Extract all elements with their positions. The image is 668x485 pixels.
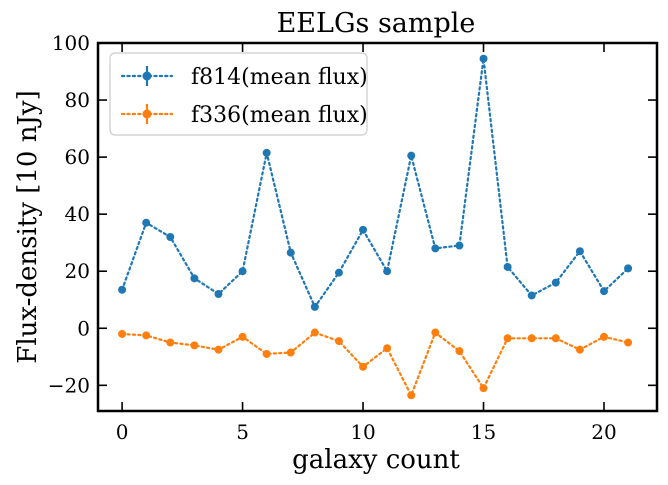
y-tick-label: −20 [48, 373, 90, 397]
x-tick-label: 20 [591, 420, 616, 444]
data-point [118, 329, 127, 338]
y-tick-label: 60 [65, 145, 90, 169]
data-point [383, 267, 392, 276]
data-point [166, 232, 175, 241]
data-point [503, 334, 512, 343]
data-point [262, 349, 271, 358]
data-point [238, 267, 247, 276]
y-tick-label: 20 [65, 259, 90, 283]
y-tick-label: 80 [65, 88, 90, 112]
y-tick-label: 100 [52, 31, 90, 55]
data-point [527, 291, 536, 300]
plot-area [118, 54, 633, 400]
data-point [190, 274, 199, 283]
data-point [431, 328, 440, 337]
plot-frame [96, 41, 659, 413]
chart-title: EELGs sample [277, 8, 476, 39]
data-point [334, 337, 343, 346]
data-point [310, 302, 319, 311]
data-point [142, 331, 151, 340]
data-point [286, 248, 295, 257]
data-point [118, 285, 127, 294]
data-point [166, 338, 175, 347]
x-tick-label: 10 [350, 420, 375, 444]
data-point [310, 328, 319, 337]
data-point [431, 244, 440, 253]
x-tick-label: 15 [471, 420, 496, 444]
legend-swatch-marker [142, 71, 152, 81]
data-point [551, 278, 560, 287]
legend-item: f336(mean flux) [120, 103, 368, 128]
data-point [359, 225, 368, 234]
x-axis: 0 5 10 15 20 [116, 43, 617, 444]
data-point [142, 218, 151, 227]
data-point [214, 345, 223, 354]
data-point [575, 345, 584, 354]
data-point [599, 287, 608, 296]
x-tick-label: 0 [116, 420, 129, 444]
legend-item: f814(mean flux) [120, 65, 368, 90]
data-point [527, 334, 536, 343]
data-point [334, 268, 343, 277]
x-axis-title: galaxy count [292, 445, 460, 475]
y-tick-label: 0 [77, 316, 90, 340]
y-axis: −20 0 20 40 60 80 100 [48, 31, 657, 397]
data-point [262, 148, 271, 157]
data-point [407, 151, 416, 160]
data-point [575, 247, 584, 256]
data-point [551, 334, 560, 343]
legend-label: f336(mean flux) [191, 103, 368, 128]
data-point [624, 264, 633, 273]
data-point [383, 344, 392, 353]
data-point [359, 362, 368, 371]
legend: f814(mean flux) f336(mean flux) [109, 52, 368, 136]
data-point [238, 332, 247, 341]
data-point [599, 332, 608, 341]
y-tick-label: 40 [65, 202, 90, 226]
legend-box [109, 52, 368, 136]
series-layer [118, 54, 633, 400]
data-point [479, 384, 488, 393]
series-line-1 [120, 330, 630, 398]
data-point [407, 391, 416, 400]
data-point [624, 338, 633, 347]
data-point [214, 290, 223, 299]
data-point [503, 262, 512, 271]
x-tick-label: 5 [236, 420, 249, 444]
legend-label: f814(mean flux) [191, 65, 368, 90]
series-line-0 [120, 58, 630, 310]
data-point [455, 241, 464, 250]
data-point [190, 341, 199, 350]
data-point [455, 347, 464, 356]
y-axis-title: Flux-density [10 nJy] [13, 90, 43, 363]
data-point [286, 348, 295, 357]
data-point [479, 54, 488, 63]
legend-swatch-marker [142, 109, 152, 119]
